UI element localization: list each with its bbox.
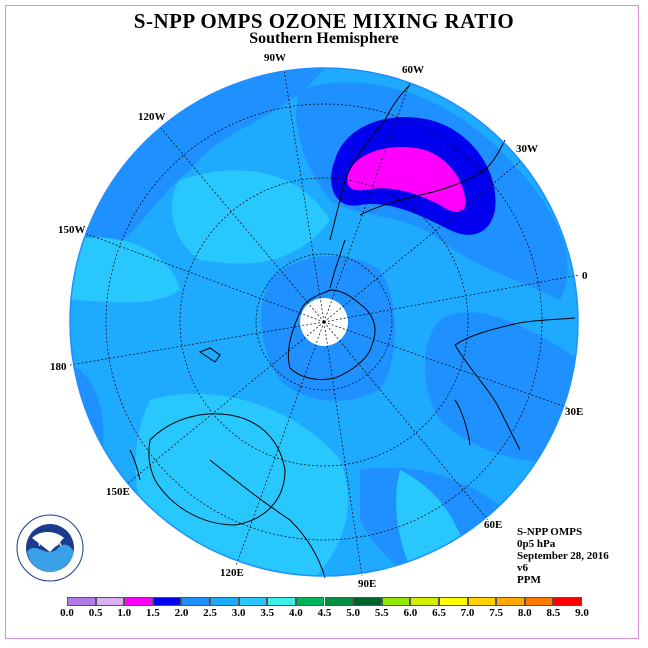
colorbar-tick-label: 7.5 <box>489 607 504 619</box>
lon-label-30e: 30E <box>565 406 583 418</box>
colorbar-segment <box>124 597 153 606</box>
meridian-150w <box>83 232 325 323</box>
info-instrument: S-NPP OMPS <box>517 526 583 538</box>
colorbar-tick-label: 1.5 <box>145 607 160 619</box>
latitude-circle-70s <box>255 253 393 391</box>
colorbar-segment <box>210 597 239 606</box>
colorbar-tick-label: 9.0 <box>575 607 589 619</box>
map-title: S-NPP OMPS OZONE MIXING RATIO <box>133 9 515 33</box>
meridian-150e <box>126 321 325 485</box>
colorbar-segment <box>524 597 554 606</box>
ozone-region-2-5-east <box>425 312 578 463</box>
colorbar-tick-label: 5.0 <box>346 607 360 619</box>
colorbar-segment <box>181 597 211 606</box>
colorbar-segment <box>467 597 497 606</box>
colorbar-segment <box>553 597 582 606</box>
coastlines <box>129 84 576 579</box>
australia-coastline <box>148 413 286 526</box>
colorbar-segment <box>152 597 182 606</box>
africa-coastline <box>454 317 576 346</box>
meridian-180 <box>69 321 325 366</box>
lon-label-90w: 90W <box>264 52 286 64</box>
latitude-circle-30s <box>105 103 543 541</box>
meridian-60e <box>323 321 489 521</box>
meridian-120e <box>235 321 325 567</box>
ross-ice-shelf-fragment <box>198 347 221 363</box>
lon-label-180: 180 <box>50 361 67 373</box>
info-units: PPM <box>517 574 541 586</box>
colorbar-segment <box>438 597 468 606</box>
maritime-continent <box>209 459 326 579</box>
colorbar-tick-label: 1.0 <box>117 607 132 619</box>
antarctica-coastline <box>287 289 376 381</box>
africa-east-coast <box>454 344 521 451</box>
meridian-120w <box>159 126 325 323</box>
noaa-logo-text: NOAA <box>38 539 62 548</box>
south-america-east-coast <box>359 139 506 216</box>
ozone-region-3-0-west <box>70 237 180 303</box>
ozone-region-3-0-center <box>171 170 330 264</box>
lon-label-120e: 120E <box>220 567 244 579</box>
colorbar-tick-label: 0.0 <box>60 607 74 619</box>
info-date: September 28, 2016 <box>517 550 609 562</box>
colorbar-segment <box>95 597 125 606</box>
lon-label-150w: 150W <box>58 224 86 236</box>
colorbar-segment <box>267 597 296 606</box>
colorbar-tick-label: 6.5 <box>432 607 446 619</box>
colorbar-segment <box>381 597 411 606</box>
colorbar-tick-label: 4.0 <box>289 607 303 619</box>
meridian-60w <box>323 81 411 323</box>
new-zealand <box>129 449 141 481</box>
meridian-90w <box>283 69 325 323</box>
latitude-circle-50s <box>179 177 469 467</box>
colorbar-tick-label: 2.0 <box>174 607 189 619</box>
product-info: S-NPP OMPS 0p5 hPa September 28, 2016 v6… <box>517 526 609 586</box>
info-level: 0p5 hPa <box>517 538 556 550</box>
south-america-west-coast <box>329 84 411 241</box>
colorbar-tick-label: 2.5 <box>203 607 217 619</box>
colorbar-segment <box>353 597 382 606</box>
madagascar <box>454 399 471 446</box>
colorbar-segment <box>67 597 96 606</box>
colorbar-tick-label: 5.5 <box>374 607 389 619</box>
ozone-region-1-0 <box>347 147 466 212</box>
lon-label-150e: 150E <box>106 486 130 498</box>
antarctic-peninsula <box>329 239 346 289</box>
noaa-logo: NOAA <box>16 514 84 582</box>
meridian-0 <box>323 274 580 323</box>
colorbar-tick-label: 8.0 <box>517 607 532 619</box>
graticule <box>69 69 580 577</box>
colorbar-segment <box>324 597 354 606</box>
lon-label-0: 0 <box>582 270 588 282</box>
lon-label-120w: 120W <box>138 111 166 123</box>
colorbar-segment <box>496 597 525 606</box>
colorbar-segment <box>295 597 325 606</box>
figure-frame <box>5 5 639 639</box>
lon-label-90e: 90E <box>358 578 376 590</box>
colorbar-segment <box>238 597 268 606</box>
colorbar-tick-label: 0.5 <box>88 607 103 619</box>
meridian-30e <box>323 321 570 409</box>
map-subtitle: Southern Hemisphere <box>249 30 399 47</box>
lon-label-60e: 60E <box>484 519 502 531</box>
colorbar-tick-label: 3.5 <box>260 607 275 619</box>
meridian-30w <box>323 159 523 323</box>
colorbar-tick-label: 8.5 <box>546 607 561 619</box>
lon-label-60w: 60W <box>402 64 424 76</box>
map-boundary <box>69 67 579 577</box>
info-version: v6 <box>517 562 528 574</box>
lon-label-30w: 30W <box>516 143 538 155</box>
colorbar-tick-label: 4.5 <box>317 607 332 619</box>
colorbar-tick-label: 6.0 <box>403 607 418 619</box>
meridian-90e <box>323 321 363 577</box>
colorbar-tick-label: 3.0 <box>231 607 246 619</box>
colorbar-segment <box>410 597 439 606</box>
colorbar-tick-label: 7.0 <box>460 607 475 619</box>
